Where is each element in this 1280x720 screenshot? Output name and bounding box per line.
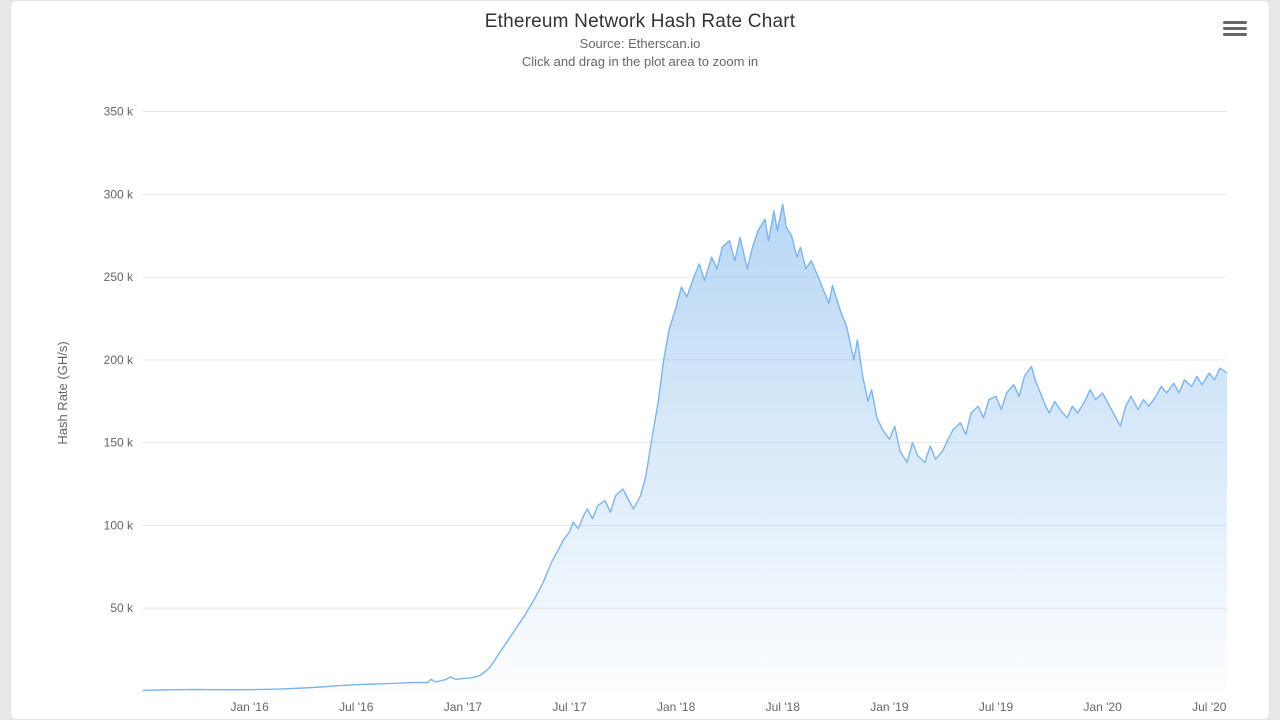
y-tick-label: 250 k [104, 270, 134, 284]
x-tick-label: Jul '16 [339, 700, 374, 714]
y-tick-label: 150 k [104, 436, 134, 450]
chart-subtitle: Source: Etherscan.io Click and drag in t… [11, 35, 1269, 71]
x-tick-label: Jul '19 [979, 700, 1014, 714]
chart-title: Ethereum Network Hash Rate Chart [11, 1, 1269, 33]
x-tick-label: Jan '18 [657, 700, 696, 714]
y-tick-label: 200 k [104, 353, 134, 367]
x-tick-label: Jul '18 [766, 700, 801, 714]
y-tick-label: 50 k [110, 601, 134, 615]
chart-menu-button[interactable] [1223, 17, 1247, 39]
subtitle-line-2: Click and drag in the plot area to zoom … [522, 54, 758, 69]
y-tick-label: 350 k [104, 105, 134, 119]
subtitle-line-1: Source: Etherscan.io [580, 36, 701, 51]
x-tick-label: Jul '20 [1192, 700, 1227, 714]
hamburger-icon [1223, 21, 1247, 24]
plot-area[interactable]: 50 k 100 k 150 k 200 k 250 k 300 k 350 k Jan '1… [11, 89, 1269, 719]
chart-card: Ethereum Network Hash Rate Chart Source:… [10, 0, 1270, 720]
x-tick-label: Jan '19 [870, 700, 909, 714]
x-tick-label: Jan '17 [444, 700, 483, 714]
y-axis-label: Hash Rate (GH/s) [55, 341, 70, 444]
x-tick-label: Jan '16 [230, 700, 269, 714]
chart-svg: 50 k 100 k 150 k 200 k 250 k 300 k 350 k Jan '1… [11, 89, 1269, 720]
y-tick-label: 100 k [104, 518, 134, 532]
x-tick-label: Jul '17 [552, 700, 587, 714]
y-tick-label: 300 k [104, 187, 134, 201]
x-tick-label: Jan '20 [1083, 700, 1122, 714]
